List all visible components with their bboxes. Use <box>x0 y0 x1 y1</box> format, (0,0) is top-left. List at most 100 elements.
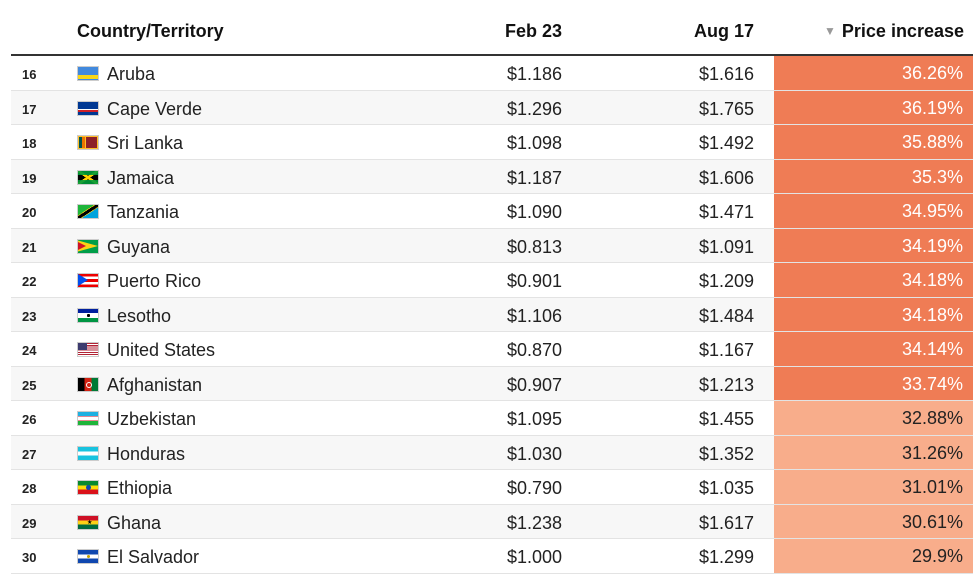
price-increase-cell: 34.18% <box>774 263 973 297</box>
rank-cell: 21 <box>22 239 37 255</box>
feb-price-cell: $1.030 <box>506 443 562 464</box>
rank-cell: 28 <box>22 481 37 496</box>
rank-cell: 23 <box>22 308 37 324</box>
rank-cell: 18 <box>22 136 37 151</box>
country-cell: Honduras <box>107 443 186 464</box>
aug-price-cell: $1.091 <box>698 236 754 257</box>
country-cell: Ghana <box>107 512 162 533</box>
aug-price-cell: $1.484 <box>698 305 754 326</box>
rank-cell: 29 <box>22 515 37 531</box>
aug-price-cell: $1.167 <box>698 340 754 360</box>
feb-price-cell: $1.106 <box>506 305 562 326</box>
aruba-flag-icon <box>77 66 99 81</box>
price-increase-cell: 34.19% <box>774 228 973 262</box>
rank-cell: 27 <box>22 446 37 462</box>
aug-price-cell: $1.606 <box>698 167 754 188</box>
feb-price-cell: $0.907 <box>506 374 562 395</box>
feb-price-cell: $1.187 <box>506 167 562 188</box>
el-salvador-flag-icon <box>77 549 99 564</box>
aug-price-cell: $1.765 <box>698 98 754 119</box>
rank-cell: 17 <box>22 101 37 117</box>
price-table: Country/Territory Feb 23 Aug 17 ▼ Price i… <box>11 0 973 574</box>
column-header-aug[interactable]: Aug 17 <box>693 21 754 41</box>
puerto-rico-flag-icon <box>77 273 99 288</box>
ethiopia-flag-icon <box>77 480 99 495</box>
tanzania-flag-icon <box>77 204 99 219</box>
price-increase-cell: 36.19% <box>774 90 973 124</box>
country-cell: Uzbekistan <box>107 409 197 429</box>
jamaica-flag-icon <box>77 169 99 185</box>
feb-price-cell: $0.901 <box>506 271 562 291</box>
country-cell: Guyana <box>107 236 171 257</box>
price-increase-cell: 35.3% <box>774 159 973 193</box>
column-header-increase[interactable]: ▼ Price increase <box>824 21 964 42</box>
feb-price-cell: $1.000 <box>506 547 562 567</box>
lesotho-flag-icon <box>77 307 99 323</box>
country-cell: Ethiopia <box>107 478 173 498</box>
rank-cell: 25 <box>22 377 37 393</box>
guyana-flag-icon <box>77 238 99 254</box>
uzbekistan-flag-icon <box>77 411 99 426</box>
rank-cell: 20 <box>22 205 37 220</box>
price-increase-cell: 33.74% <box>774 366 973 400</box>
feb-price-cell: $1.296 <box>506 98 562 119</box>
table-row: 25 Afghanistan $0.907 $1.213 33.74% <box>11 366 973 401</box>
table-row: 24 United States $0.870 $1.167 34.14% <box>11 332 973 367</box>
table-row: 19 Jamaica $1.187 $1.606 35.3% <box>11 159 973 194</box>
feb-price-cell: $1.238 <box>506 512 562 533</box>
column-header-increase-label: Price increase <box>841 21 964 41</box>
aug-price-cell: $1.213 <box>698 374 754 395</box>
table-row: 22 Puerto Rico $0.901 $1.209 34.18% <box>11 263 973 298</box>
feb-price-cell: $0.870 <box>506 340 562 360</box>
price-increase-cell: 30.61% <box>774 504 973 538</box>
afghanistan-flag-icon <box>77 376 99 392</box>
ghana-flag-icon: ★ <box>77 514 99 530</box>
table-body: 16 Aruba $1.186 $1.616 36.26% 17 Cape Verde $1.… <box>11 56 973 574</box>
price-increase-cell: 29.9% <box>774 539 973 573</box>
aug-price-cell: $1.455 <box>698 409 754 429</box>
aug-price-cell: $1.471 <box>698 202 754 222</box>
country-cell: Aruba <box>107 64 156 84</box>
price-increase-cell: 34.95% <box>774 194 973 228</box>
rank-cell: 16 <box>22 67 37 82</box>
price-increase-cell: 32.88% <box>774 401 973 435</box>
table-row: 28 Ethiopia $0.790 $1.035 31.01% <box>11 470 973 505</box>
honduras-flag-icon <box>77 445 99 461</box>
country-cell: United States <box>107 340 216 360</box>
table-row: 18 Sri Lanka $1.098 $1.492 35.88% <box>11 125 973 160</box>
rank-cell: 24 <box>22 343 37 358</box>
aug-price-cell: $1.492 <box>698 133 754 153</box>
country-cell: Cape Verde <box>107 98 203 119</box>
table-row: 27 Honduras $1.030 $1.352 31.26% <box>11 435 973 470</box>
table-row: 16 Aruba $1.186 $1.616 36.26% <box>11 56 973 91</box>
column-header-country[interactable]: Country/Territory <box>77 21 224 41</box>
rank-cell: 19 <box>22 170 37 186</box>
table-row: 23 Lesotho $1.106 $1.484 34.18% <box>11 297 973 332</box>
table-header: Country/Territory Feb 23 Aug 17 ▼ Price i… <box>11 0 973 56</box>
table-row: 29 ★ Ghana $1.238 $1.617 30.61% <box>11 504 973 539</box>
feb-price-cell: $1.090 <box>506 202 562 222</box>
aug-price-cell: $1.209 <box>698 271 754 291</box>
feb-price-cell: $0.813 <box>506 236 562 257</box>
cape-verde-flag-icon <box>77 100 99 116</box>
price-increase-cell: 31.26% <box>774 435 973 469</box>
aug-price-cell: $1.617 <box>698 512 754 533</box>
price-increase-cell: 31.01% <box>774 470 973 504</box>
country-cell: Sri Lanka <box>107 133 184 153</box>
aug-price-cell: $1.352 <box>698 443 754 464</box>
country-cell: Jamaica <box>107 167 175 188</box>
aug-price-cell: $1.035 <box>698 478 754 498</box>
rank-cell: 22 <box>22 274 37 289</box>
rank-cell: 26 <box>22 412 37 427</box>
table-row: 20 Tanzania $1.090 $1.471 34.95% <box>11 194 973 229</box>
feb-price-cell: $1.095 <box>506 409 562 429</box>
country-cell: Afghanistan <box>107 374 203 395</box>
column-header-feb[interactable]: Feb 23 <box>504 21 562 41</box>
country-cell: Lesotho <box>107 305 172 326</box>
sri-lanka-flag-icon <box>77 135 99 150</box>
aug-price-cell: $1.299 <box>698 547 754 567</box>
feb-price-cell: $1.186 <box>506 64 562 84</box>
price-increase-cell: 34.18% <box>774 297 973 331</box>
feb-price-cell: $1.098 <box>506 133 562 153</box>
table-row: 26 Uzbekistan $1.095 $1.455 32.88% <box>11 401 973 436</box>
